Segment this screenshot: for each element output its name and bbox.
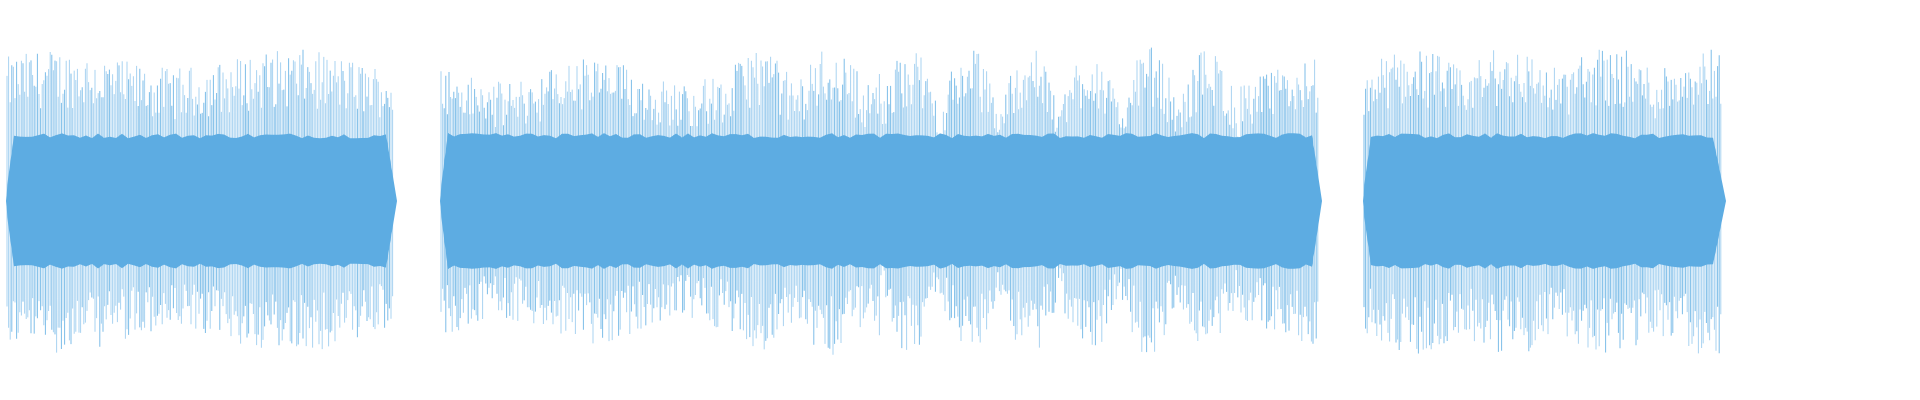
waveform-core	[6, 133, 397, 269]
waveform-core	[1363, 133, 1726, 269]
waveform-core	[440, 133, 1322, 269]
